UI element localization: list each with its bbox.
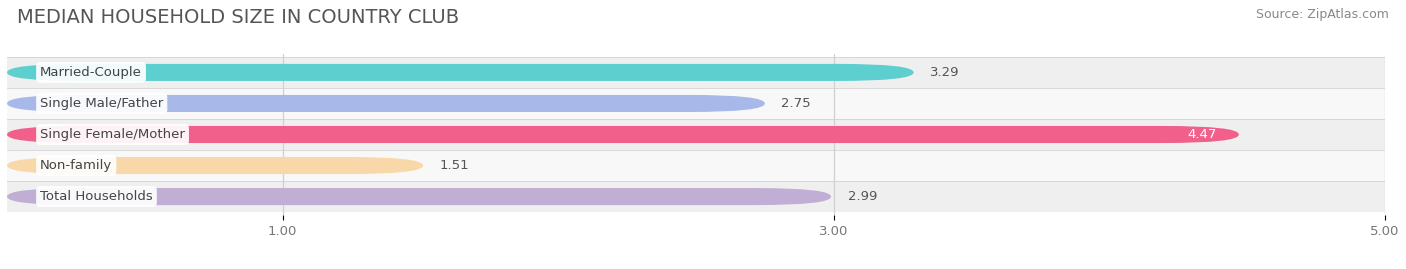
Text: 4.47: 4.47 [1188,128,1216,141]
FancyBboxPatch shape [7,126,1239,143]
FancyBboxPatch shape [7,188,831,205]
FancyBboxPatch shape [7,64,914,81]
Text: Total Households: Total Households [41,190,153,203]
Bar [7,150,1385,181]
Text: 1.51: 1.51 [440,159,470,172]
FancyBboxPatch shape [7,95,765,112]
Bar [7,57,1385,88]
Text: 2.75: 2.75 [782,97,811,110]
Text: 3.29: 3.29 [931,66,960,79]
Text: Single Male/Father: Single Male/Father [41,97,163,110]
Text: MEDIAN HOUSEHOLD SIZE IN COUNTRY CLUB: MEDIAN HOUSEHOLD SIZE IN COUNTRY CLUB [17,8,458,27]
Text: Married-Couple: Married-Couple [41,66,142,79]
Bar [7,119,1385,150]
Text: Single Female/Mother: Single Female/Mother [41,128,186,141]
Text: Source: ZipAtlas.com: Source: ZipAtlas.com [1256,8,1389,21]
FancyBboxPatch shape [7,157,423,174]
Bar [7,88,1385,119]
Text: 2.99: 2.99 [848,190,877,203]
Text: Non-family: Non-family [41,159,112,172]
Bar [7,181,1385,212]
